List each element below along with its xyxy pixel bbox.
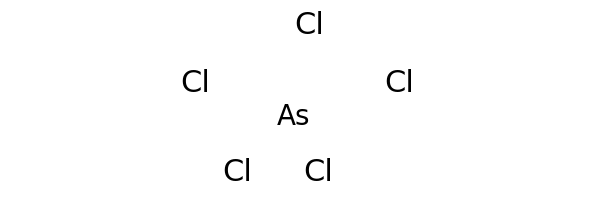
Text: Cl: Cl [384,69,414,98]
Text: Cl: Cl [180,69,210,98]
Text: Cl: Cl [294,11,324,40]
Text: As: As [277,103,311,131]
Text: Cl: Cl [222,158,252,186]
Text: Cl: Cl [303,158,333,186]
